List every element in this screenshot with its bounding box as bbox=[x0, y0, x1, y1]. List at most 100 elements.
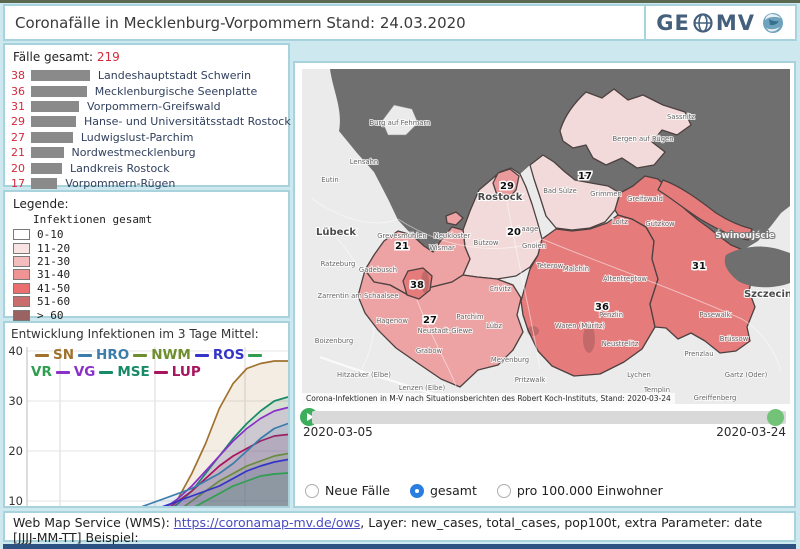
legend-dash bbox=[78, 353, 93, 357]
trend-chart: SN HRO NWM ROS VR VG MSE LUP 40 30 20 10 bbox=[5, 343, 288, 506]
series-label-lup: LUP bbox=[171, 364, 201, 380]
legend-range-label: 11-20 bbox=[37, 241, 71, 255]
city-label: Teterow bbox=[536, 262, 564, 270]
legend-swatch bbox=[13, 282, 30, 294]
map-canvas[interactable]: Lübeck Rostock Szczecin Świnoujście Eutin Len… bbox=[302, 69, 790, 404]
bottom-strip bbox=[3, 544, 796, 549]
lake-mueritz bbox=[583, 325, 595, 353]
case-row: 38 Landeshauptstadt Schwerin bbox=[11, 68, 282, 83]
city-label: Wismar bbox=[429, 244, 455, 252]
city-label: Świnoujście bbox=[715, 229, 775, 241]
district-case-count: 36 bbox=[595, 302, 609, 313]
case-row: 36 Mecklenburgische Seenplatte bbox=[11, 83, 282, 98]
city-label: Bergen auf Rügen bbox=[612, 135, 673, 143]
city-label: Greiffenberg bbox=[694, 394, 737, 402]
layer-radio-group: Neue Fälle gesamt pro 100.000 Einwohner bbox=[305, 483, 663, 498]
city-label: Burg auf Fehmarn bbox=[370, 119, 431, 127]
wms-url-link[interactable]: https://coronamap-mv.de/ows bbox=[173, 515, 361, 530]
district-case-count: 27 bbox=[423, 315, 437, 326]
case-bar bbox=[31, 116, 76, 128]
case-row: 17 Vorpommern-Rügen bbox=[11, 176, 282, 191]
chart-title: Entwicklung Infektionen im 3 Tage Mittel… bbox=[11, 327, 259, 341]
case-row: 20 Landkreis Rostock bbox=[11, 160, 282, 175]
legend-range-label: 0-10 bbox=[37, 228, 64, 242]
city-label: Grabow bbox=[416, 347, 443, 355]
footer: Web Map Service (WMS): https://coronamap… bbox=[3, 511, 796, 549]
legend-range-label: 41-50 bbox=[37, 281, 71, 295]
city-label: Ratzeburg bbox=[321, 260, 356, 268]
city-label: Grimmen bbox=[590, 190, 622, 198]
logo-text-right: MV bbox=[715, 10, 755, 35]
series-label-sn: SN bbox=[53, 347, 75, 363]
road-a14 bbox=[416, 299, 457, 387]
case-district-label: Vorpommern-Rügen bbox=[65, 176, 176, 190]
legend-class-row: 0-10 bbox=[13, 228, 280, 241]
city-label: Parchim bbox=[456, 313, 484, 321]
legend-dash bbox=[35, 353, 49, 357]
legend-dash bbox=[133, 353, 148, 357]
radio-icon[interactable] bbox=[305, 483, 319, 498]
city-label: Szczecin bbox=[744, 289, 790, 300]
case-bar bbox=[31, 147, 64, 159]
case-count: 21 bbox=[11, 146, 25, 160]
svg-text:20: 20 bbox=[8, 444, 23, 458]
legend-range-label: > 60 bbox=[37, 308, 64, 322]
header: Coronafälle in Mecklenburg-Vorpommern St… bbox=[3, 4, 797, 41]
series-label-ros: ROS bbox=[212, 347, 245, 363]
radio-icon[interactable] bbox=[496, 483, 511, 498]
case-district-label: Ludwigslust-Parchim bbox=[80, 130, 194, 144]
legend-class-row: 31-40 bbox=[13, 268, 280, 281]
city-label: Neustrelitz bbox=[602, 340, 639, 348]
case-bar bbox=[31, 162, 62, 174]
wms-info-line: Web Map Service (WMS): https://coronamap… bbox=[13, 515, 786, 545]
city-label: Gnoien bbox=[522, 242, 546, 250]
legend-swatch bbox=[13, 242, 30, 254]
district-case-count: 21 bbox=[395, 241, 409, 252]
case-district-label: Landkreis Rostock bbox=[70, 161, 170, 175]
line-chart-canvas: 40 30 20 10 bbox=[8, 344, 288, 506]
district-case-count: 38 bbox=[410, 280, 424, 291]
series-label-hro: HRO bbox=[96, 347, 130, 363]
legend-swatch bbox=[13, 309, 30, 321]
case-district-label: Landeshauptstadt Schwerin bbox=[97, 69, 252, 83]
legend-swatch bbox=[13, 269, 30, 281]
city-label: Meyenburg bbox=[491, 356, 529, 364]
cases-total-value: 219 bbox=[96, 50, 120, 64]
slider-track[interactable] bbox=[312, 411, 786, 424]
chart-legend: SN HRO NWM ROS VR VG MSE LUP bbox=[31, 347, 266, 381]
city-label: Neustadt-Glewe bbox=[418, 327, 473, 335]
radio-selected-icon[interactable] bbox=[409, 483, 424, 498]
case-row: 31 Vorpommern-Greifswald bbox=[11, 99, 282, 114]
city-label: Pasewalk bbox=[699, 311, 730, 319]
case-district-label: Vorpommern-Greifswald bbox=[87, 99, 221, 113]
legend-dash bbox=[194, 353, 209, 357]
globe-icon bbox=[763, 12, 783, 33]
district-case-count: 17 bbox=[578, 171, 592, 182]
city-label: Brüssow bbox=[720, 335, 749, 343]
time-slider bbox=[295, 407, 794, 427]
radio-option[interactable]: pro 100.000 Einwohner bbox=[496, 483, 663, 498]
city-label: Bad Sülze bbox=[543, 187, 577, 195]
radio-option[interactable]: Neue Fälle bbox=[305, 483, 390, 498]
radio-option[interactable]: gesamt bbox=[409, 483, 477, 498]
legend-dash bbox=[55, 370, 70, 374]
case-count: 20 bbox=[11, 161, 25, 175]
svg-text:30: 30 bbox=[8, 394, 23, 408]
legend-class-row: 21-30 bbox=[13, 255, 280, 268]
city-label: Bützow bbox=[474, 239, 499, 247]
slider-end-date: 2020-03-24 bbox=[716, 425, 786, 439]
slider-handle[interactable] bbox=[767, 409, 784, 426]
logo-text-left: GE bbox=[656, 10, 690, 35]
case-bar bbox=[31, 85, 87, 97]
trend-chart-panel: Entwicklung Infektionen im 3 Tage Mittel… bbox=[3, 321, 290, 508]
poel-island bbox=[445, 211, 464, 226]
city-label: Boizenburg bbox=[315, 337, 353, 345]
ruegen-island bbox=[559, 88, 692, 169]
series-label-vg: VG bbox=[73, 364, 96, 380]
city-label: Zarrentin am Schaalsee bbox=[317, 292, 398, 300]
district-case-count: 29 bbox=[500, 181, 514, 192]
svg-text:10: 10 bbox=[8, 494, 23, 506]
case-bar bbox=[31, 100, 80, 112]
city-label: Pritzwalk bbox=[515, 376, 546, 384]
